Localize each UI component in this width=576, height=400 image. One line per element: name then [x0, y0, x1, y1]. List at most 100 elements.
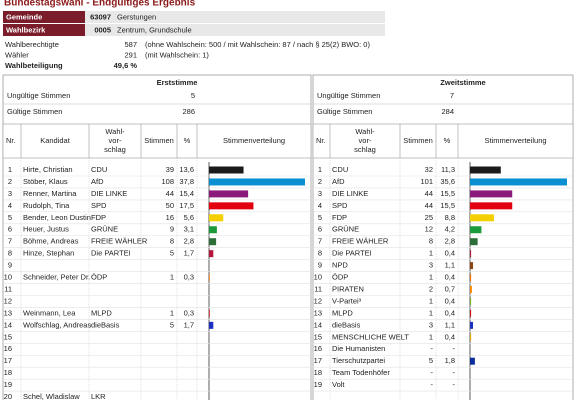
column-header: Kandidat	[40, 136, 71, 145]
cell-pct-label: 2,8	[184, 237, 194, 246]
panel-title: Erststimme	[157, 78, 198, 87]
cell-pct-label: 1,7	[184, 249, 194, 258]
header-value-cell	[85, 11, 385, 23]
cell-nr: 16	[4, 344, 12, 353]
cell-nr: 8	[318, 249, 322, 258]
invalid-label: Ungültige Stimmen	[317, 91, 380, 100]
cell-nr: 12	[314, 296, 322, 305]
cell-votes: 101	[420, 177, 433, 186]
vote-bar	[209, 309, 210, 317]
cell-votes: -	[431, 368, 434, 377]
cell-party: GRÜNE	[332, 225, 359, 234]
cell-pct-label: 2,8	[445, 237, 455, 246]
cell-pct-label: 0,4	[445, 273, 455, 282]
vote-bar	[470, 250, 472, 258]
cell-pct-label: 3,1	[184, 225, 194, 234]
cell-votes: 8	[429, 237, 433, 246]
cell-party: V-Partei³	[332, 296, 362, 305]
cell-party: SPD	[91, 201, 107, 210]
summary-value: 587	[124, 40, 137, 49]
cell-party: dieBasis	[332, 320, 361, 329]
cell-nr: 10	[314, 273, 322, 282]
cell-pct-label: 15,5	[440, 189, 455, 198]
column-header: schlag	[354, 145, 376, 154]
table-header	[312, 123, 574, 159]
cell-pct-label: 0,7	[445, 284, 455, 293]
vote-bar	[470, 274, 472, 282]
vote-bar	[470, 226, 482, 234]
cell-pct-label: 0,4	[445, 308, 455, 317]
summary-label: Wahlbeteiligung	[5, 61, 63, 70]
cell-votes: 1	[429, 249, 433, 258]
cell-nr: 18	[314, 368, 322, 377]
cell-nr: 4	[8, 201, 12, 210]
cell-name: Rudolph, Tina	[23, 201, 70, 210]
summary-note: (mit Wahlschein: 1)	[145, 50, 209, 59]
invalid-value: 7	[450, 91, 454, 100]
vote-bar	[470, 238, 478, 246]
column-header: Stimmen	[403, 136, 433, 145]
cell-party: MENSCHLICHE WELT	[332, 332, 409, 341]
cell-name: Weinmann, Lea	[23, 308, 76, 317]
cell-pct-label: 1,7	[184, 320, 194, 329]
vote-bar	[209, 274, 210, 282]
column-header: schlag	[104, 145, 126, 154]
cell-nr: 19	[4, 380, 12, 389]
cell-votes: -	[431, 380, 434, 389]
cell-nr: 15	[4, 332, 12, 341]
cell-nr: 20	[4, 392, 12, 400]
vote-bar	[470, 297, 472, 305]
cell-party: Die PARTEI	[91, 249, 131, 258]
valid-label: Gültige Stimmen	[7, 107, 62, 116]
cell-pct-label: 8,8	[445, 213, 455, 222]
cell-nr: 3	[318, 189, 322, 198]
vote-bar	[209, 214, 224, 222]
header-code: 0005	[94, 25, 111, 34]
panel-title: Zweitstimme	[440, 78, 485, 87]
cell-party: FREIE WÄHLER	[332, 237, 389, 246]
cell-pct-label: 13,6	[179, 165, 194, 174]
summary-note: (ohne Wahlschein: 500 / mit Wahlschein: …	[145, 40, 370, 49]
cell-pct-label: 15,5	[440, 201, 455, 210]
cell-nr: 11	[4, 284, 12, 293]
cell-votes: 1	[170, 273, 174, 282]
cell-party: DIE LINKE	[91, 189, 127, 198]
cell-votes: 108	[161, 177, 174, 186]
vote-bar	[470, 166, 501, 174]
cell-name: Böhme, Andreas	[23, 237, 79, 246]
column-header: %	[184, 136, 191, 145]
header-value-cell	[85, 24, 385, 36]
cell-party: NPD	[332, 261, 348, 270]
column-header: Stimmenverteilung	[484, 136, 546, 145]
cell-nr: 15	[314, 332, 322, 341]
column-header: %	[444, 136, 451, 145]
cell-party: dieBasis	[91, 320, 120, 329]
cell-votes: 5	[170, 249, 174, 258]
cell-party: Tierschutzpartei	[332, 356, 385, 365]
vote-bar	[470, 190, 513, 198]
cell-nr: 7	[318, 237, 322, 246]
cell-name: Hinze, Stephan	[23, 249, 74, 258]
cell-votes: 2	[429, 284, 433, 293]
vote-bar	[209, 321, 214, 329]
cell-nr: 6	[8, 225, 12, 234]
cell-nr: 6	[318, 225, 322, 234]
cell-nr: 17	[314, 356, 322, 365]
cell-votes: 32	[425, 165, 433, 174]
cell-votes: 1	[429, 296, 433, 305]
cell-name: Schel, Wladislaw	[23, 392, 80, 400]
cell-nr: 10	[4, 273, 12, 282]
cell-party: Die Humanisten	[332, 344, 385, 353]
cell-name: Schneider, Peter Dr.	[23, 273, 90, 282]
cell-nr: 1	[8, 165, 12, 174]
cell-party: AfD	[332, 177, 345, 186]
cell-name: Wolfschlag, Andreas	[23, 320, 91, 329]
cell-votes: -	[431, 344, 434, 353]
cell-nr: 11	[314, 284, 322, 293]
summary-label: Wahlberechtigte	[5, 40, 59, 49]
panel-frame	[2, 74, 312, 400]
cell-name: Renner, Martina	[23, 189, 77, 198]
cell-nr: 5	[8, 213, 12, 222]
cell-party: ÖDP	[332, 273, 348, 282]
